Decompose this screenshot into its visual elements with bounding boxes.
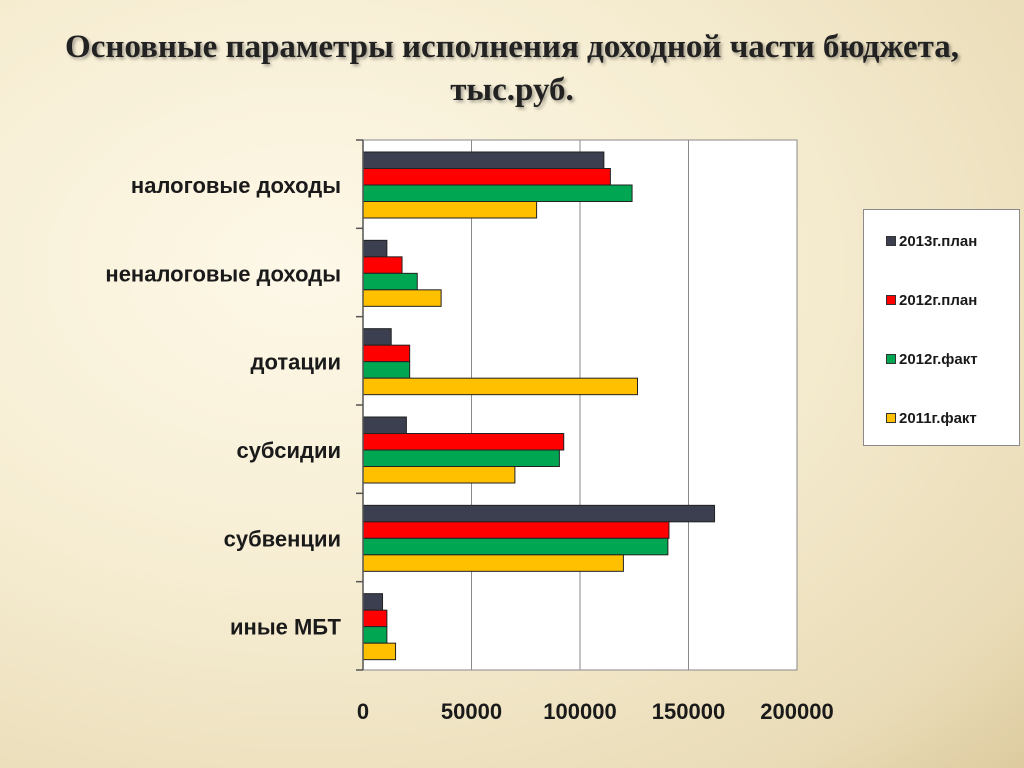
legend-label: 2011г.факт (899, 409, 977, 427)
bar (362, 256, 403, 274)
bar (362, 537, 669, 556)
x-tick-label: 200000 (760, 699, 833, 724)
bar (362, 272, 418, 291)
category-label: налоговые доходы (131, 173, 341, 198)
bar (362, 433, 565, 451)
bars-group (362, 151, 716, 661)
bar (362, 554, 624, 572)
bar (362, 289, 442, 307)
bar (362, 377, 639, 396)
legend-swatch (886, 236, 896, 246)
bar (362, 449, 560, 467)
bar (362, 151, 605, 169)
category-label: иные МБТ (230, 615, 342, 640)
legend-item: 2013г.план (886, 231, 977, 251)
title-line-2: тыс.руб. (450, 72, 574, 108)
category-labels: налоговые доходы неналоговые доходы дотаци… (105, 173, 341, 640)
bar (362, 168, 611, 186)
bar (362, 593, 384, 611)
category-axis (356, 139, 364, 671)
bar (362, 626, 388, 644)
legend-label: 2012г.план (899, 291, 978, 309)
bar (362, 521, 670, 539)
page-title: Основные параметры исполнения доходной ч… (0, 26, 1024, 112)
x-tick-label: 0 (357, 699, 369, 724)
chart-legend: 2013г.план 2012г.план 2012г.факт 2011г.ф… (863, 209, 1020, 446)
title-line-1: Основные параметры исполнения доходной ч… (65, 29, 959, 65)
bar (362, 504, 716, 523)
bar (362, 466, 516, 484)
x-tick-labels: 0 50000 100000 150000 200000 (357, 699, 834, 724)
legend-item: 2012г.факт (886, 349, 978, 369)
bar (362, 239, 388, 258)
bar (362, 201, 538, 219)
bar (362, 328, 392, 346)
bar (362, 361, 411, 379)
bar (362, 609, 388, 628)
x-tick-label: 50000 (441, 699, 502, 724)
bar (362, 416, 407, 434)
legend-item: 2011г.факт (886, 408, 977, 428)
x-tick-label: 100000 (543, 699, 616, 724)
category-label: субвенции (224, 526, 341, 551)
legend-label: 2013г.план (899, 232, 978, 250)
bar (362, 642, 397, 661)
legend-swatch (886, 413, 896, 423)
category-label: субсидии (236, 438, 341, 463)
legend-item: 2012г.план (886, 290, 977, 310)
x-tick-label: 150000 (652, 699, 725, 724)
category-label: дотации (251, 350, 341, 375)
bar (362, 184, 633, 202)
legend-swatch (886, 295, 896, 305)
grid-lines (471, 140, 689, 670)
bar (362, 344, 411, 363)
legend-swatch (886, 354, 896, 364)
legend-label: 2012г.факт (899, 350, 978, 368)
category-label: неналоговые доходы (105, 261, 341, 286)
